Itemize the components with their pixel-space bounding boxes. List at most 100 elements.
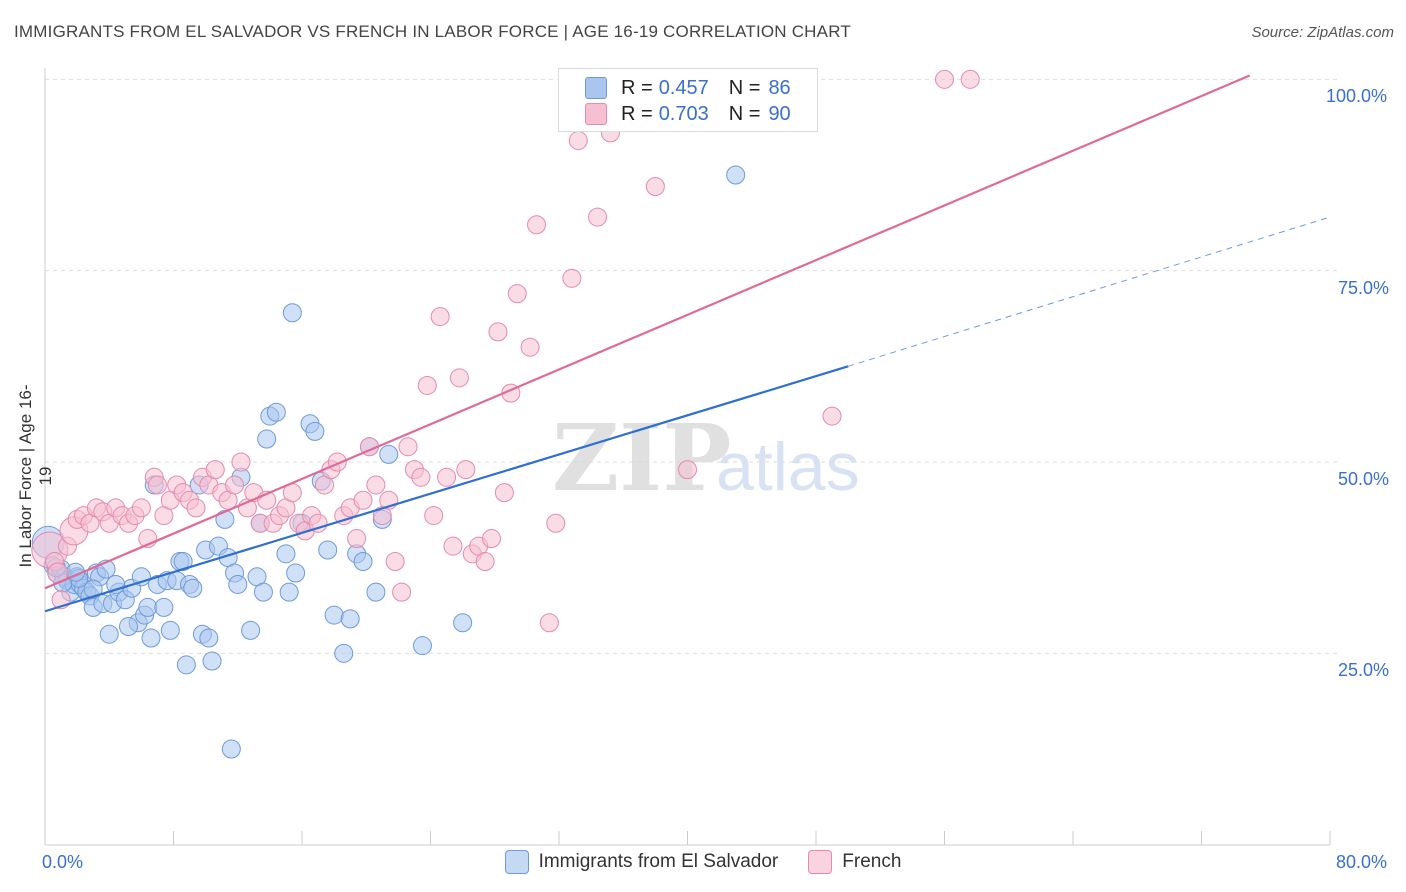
- trend-line-el-salvador: [44, 365, 849, 613]
- el-salvador-point: [215, 509, 235, 529]
- y-tick-label-25: 25.0%: [1338, 660, 1390, 680]
- el-salvador-point: [154, 597, 174, 617]
- french-point: [546, 513, 566, 533]
- legend-label-french: French: [842, 851, 902, 872]
- el-salvador-point: [138, 597, 158, 617]
- el-salvador-point: [266, 402, 286, 422]
- legend-n-label: N =: [728, 102, 761, 125]
- el-salvador-point: [340, 609, 360, 629]
- el-salvador-point: [318, 540, 338, 560]
- el-salvador-point: [241, 620, 261, 640]
- trend-line-french: [44, 74, 1251, 590]
- el-salvador-point: [726, 165, 746, 185]
- french-point: [366, 475, 386, 495]
- french-point: [205, 460, 225, 480]
- el-salvador-point: [286, 563, 306, 583]
- el-salvador-point: [453, 613, 473, 633]
- x-min-label: 0.0%: [42, 852, 84, 872]
- legend-r-label: R =: [621, 102, 653, 125]
- legend-n-value-french: 90: [768, 102, 791, 125]
- legend-item-french[interactable]: French: [808, 850, 901, 874]
- french-point: [225, 475, 245, 495]
- el-salvador-point: [366, 582, 386, 602]
- el-salvador-point: [160, 620, 180, 640]
- french-point: [678, 460, 697, 480]
- el-salvador-point: [253, 582, 273, 602]
- french-point: [645, 176, 665, 196]
- el-salvador-point: [83, 579, 103, 599]
- french-point: [588, 207, 608, 227]
- french-point: [430, 307, 450, 327]
- el-salvador-point: [276, 544, 296, 564]
- french-point: [347, 529, 367, 549]
- legend-row-french: R = 0.703 N = 90: [585, 101, 791, 127]
- trend-lines: [44, 74, 1331, 613]
- axes: [44, 68, 1331, 846]
- french-point: [411, 467, 431, 487]
- french-point: [527, 215, 547, 235]
- source-label: Source: ZipAtlas.com: [1251, 24, 1394, 41]
- french-point: [186, 498, 206, 518]
- el-salvador-point: [282, 303, 302, 323]
- legend-n-value-el-salvador: 86: [768, 76, 791, 99]
- el-salvador-point: [141, 628, 161, 648]
- french-point: [231, 452, 251, 472]
- el-salvador-point: [334, 643, 354, 663]
- french-point: [385, 551, 405, 571]
- el-salvador-point: [305, 421, 325, 441]
- watermark-atlas: atlas: [716, 429, 860, 505]
- y-tick-label-50: 50.0%: [1338, 469, 1390, 489]
- series-french-points: [31, 69, 980, 633]
- x-max-label: 80.0%: [1336, 852, 1388, 872]
- french-point: [147, 475, 167, 495]
- french-point: [488, 322, 508, 342]
- french-point: [424, 506, 444, 526]
- legend-n-label: N =: [728, 76, 761, 99]
- legend-label-el-salvador: Immigrants from El Salvador: [538, 851, 779, 872]
- el-salvador-point: [412, 636, 432, 656]
- el-salvador-point: [99, 624, 119, 644]
- french-point: [482, 529, 502, 549]
- el-salvador-point: [202, 651, 222, 671]
- watermark-zip: ZIP: [552, 404, 731, 512]
- french-point: [353, 490, 373, 510]
- el-salvador-point: [379, 444, 399, 464]
- french-point: [520, 337, 540, 357]
- y-tick-label-75: 75.0%: [1338, 278, 1390, 298]
- french-point: [507, 284, 527, 304]
- el-salvador-point: [173, 551, 193, 571]
- french-point: [443, 536, 463, 556]
- el-salvador-point: [119, 617, 139, 637]
- french-point: [539, 613, 559, 633]
- legend-r-label: R =: [621, 76, 653, 99]
- correlation-legend: R = 0.457 N = 86 R = 0.703 N = 90: [558, 68, 818, 132]
- chart-title: IMMIGRANTS FROM EL SALVADOR VS FRENCH IN…: [14, 22, 851, 41]
- legend-swatch-blue: [504, 850, 529, 874]
- legend-swatch-pink: [585, 103, 607, 125]
- y-axis-label: In Labor Force | Age 16-19: [16, 384, 55, 568]
- el-salvador-point: [183, 578, 203, 598]
- el-salvador-point: [353, 551, 373, 571]
- legend-row-el-salvador: R = 0.457 N = 86: [585, 75, 791, 101]
- el-salvador-point: [279, 582, 299, 602]
- french-point: [475, 551, 495, 571]
- el-salvador-point: [199, 628, 219, 648]
- el-salvador-point: [324, 605, 344, 625]
- french-point: [456, 460, 476, 480]
- legend-swatch-blue: [585, 77, 607, 99]
- french-point: [562, 268, 582, 288]
- legend-item-el-salvador[interactable]: Immigrants from El Salvador: [504, 850, 779, 874]
- french-point: [131, 498, 151, 518]
- french-point: [449, 368, 469, 388]
- trend-line-el-salvador-extension: [847, 216, 1331, 367]
- french-point: [822, 406, 842, 426]
- series-legend: Immigrants from El Salvador French: [0, 850, 1406, 874]
- y-tick-label-100: 100.0%: [1326, 86, 1388, 106]
- french-point: [494, 483, 514, 503]
- french-point: [935, 69, 954, 89]
- french-point: [392, 582, 412, 602]
- el-salvador-point: [221, 739, 241, 759]
- legend-swatch-pink: [808, 850, 833, 874]
- legend-r-value-el-salvador: 0.457: [658, 76, 709, 99]
